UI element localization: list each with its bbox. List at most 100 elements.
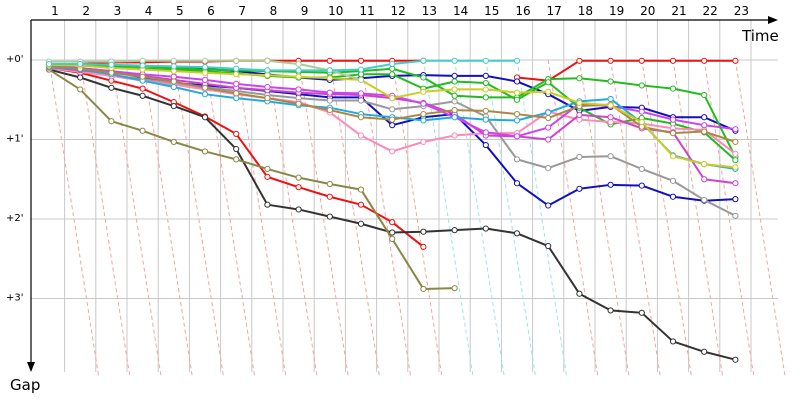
- x-tick-label: 22: [703, 4, 718, 18]
- data-point: [669, 116, 677, 123]
- data-point: [482, 129, 489, 136]
- data-point: [607, 181, 614, 188]
- data-point: [295, 184, 302, 191]
- data-point: [513, 230, 521, 237]
- data-point: [389, 106, 396, 113]
- data-point: [576, 111, 583, 118]
- data-point: [607, 114, 614, 121]
- data-point: [545, 79, 552, 86]
- data-point: [545, 109, 552, 116]
- y-tick-labels: +0' +1' +2' +3': [6, 54, 24, 304]
- data-point: [108, 118, 115, 125]
- data-point: [108, 84, 115, 91]
- data-point: [420, 88, 427, 95]
- data-point: [451, 114, 458, 121]
- data-point: [264, 173, 271, 180]
- data-point: [451, 72, 458, 80]
- data-point: [732, 138, 739, 145]
- data-point: [701, 57, 708, 64]
- x-tick-label: 7: [238, 4, 246, 18]
- data-point: [732, 356, 739, 363]
- data-point: [482, 94, 489, 101]
- data-point: [264, 67, 271, 74]
- lap-guides: [48, 59, 786, 379]
- data-point: [233, 80, 240, 87]
- data-point: [451, 132, 458, 139]
- data-point: [201, 64, 209, 71]
- lap-guide-line: [703, 59, 755, 379]
- data-point: [201, 84, 209, 91]
- data-point: [638, 57, 645, 64]
- y-tick-label: +1': [6, 134, 24, 145]
- data-point: [576, 185, 583, 192]
- data-point: [139, 62, 146, 69]
- data-point: [732, 164, 739, 171]
- data-point: [357, 186, 365, 193]
- x-tick-label: 5: [176, 4, 184, 18]
- data-point: [732, 57, 739, 64]
- lap-guide-line: [298, 59, 350, 379]
- data-point: [233, 71, 240, 78]
- data-point: [545, 88, 552, 95]
- data-point: [482, 79, 489, 87]
- data-point: [545, 124, 552, 131]
- x-tick-label: 8: [270, 4, 278, 18]
- data-point: [326, 57, 333, 64]
- data-point: [701, 176, 708, 183]
- data-point: [77, 60, 84, 68]
- y-tick-label: +3': [6, 293, 24, 304]
- x-tick-label: 19: [609, 4, 624, 18]
- data-point: [264, 95, 271, 102]
- lap-guide-line: [578, 59, 630, 379]
- data-point: [420, 243, 427, 250]
- x-tick-label: 10: [328, 4, 343, 18]
- data-point: [264, 83, 271, 91]
- data-point: [357, 76, 365, 83]
- data-point: [545, 165, 552, 172]
- series-line: [516, 59, 736, 82]
- data-point: [357, 90, 365, 97]
- data-point: [732, 212, 739, 219]
- data-point: [732, 196, 739, 203]
- data-point: [669, 130, 677, 137]
- data-point: [576, 75, 583, 82]
- data-point: [233, 145, 240, 153]
- data-point: [233, 57, 240, 64]
- data-point: [108, 61, 115, 68]
- data-point: [451, 57, 458, 64]
- data-point: [669, 193, 677, 200]
- series-line: [49, 59, 517, 72]
- data-point: [357, 220, 365, 227]
- data-point: [420, 117, 427, 124]
- data-point: [638, 82, 645, 89]
- data-point: [732, 126, 739, 133]
- data-point: [451, 92, 458, 99]
- y-axis-arrow-icon: [27, 362, 35, 372]
- data-point: [170, 103, 177, 110]
- data-point: [420, 138, 427, 145]
- data-point: [139, 73, 146, 80]
- data-point: [233, 65, 240, 72]
- data-point: [701, 161, 708, 168]
- axes: [27, 16, 778, 372]
- x-tick-labels: 1 2 3 4 5 6 7 8 9 10 11 12 13 14 15 16 17 18 19 20 21 22 23: [51, 4, 749, 18]
- lap-guide-line: [48, 59, 100, 379]
- x-tick-label: 3: [114, 4, 122, 18]
- data-point: [576, 57, 583, 64]
- series-lines: [45, 57, 739, 363]
- data-point: [139, 85, 146, 92]
- lap-guide-line: [266, 59, 318, 379]
- data-point: [264, 201, 271, 208]
- data-point: [482, 116, 489, 123]
- data-point: [669, 177, 677, 184]
- x-tick-label: 18: [578, 4, 593, 18]
- data-point: [420, 285, 427, 293]
- data-point: [451, 285, 458, 292]
- x-tick-label: 6: [207, 4, 215, 18]
- data-point: [295, 73, 302, 80]
- data-point: [638, 165, 645, 173]
- data-point: [264, 165, 271, 173]
- data-point: [451, 98, 458, 105]
- y-axis-title: Gap: [10, 376, 40, 394]
- data-point: [607, 57, 614, 64]
